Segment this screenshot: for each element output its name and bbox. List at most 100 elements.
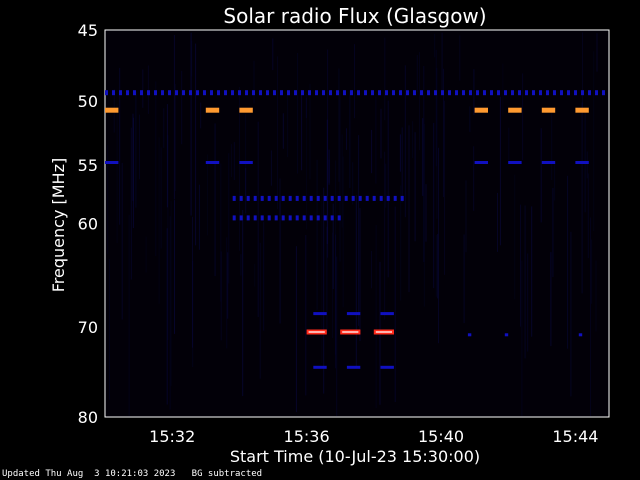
band-dash	[490, 90, 493, 96]
noise-streak	[596, 33, 598, 72]
band-dash	[280, 90, 283, 96]
band-dash	[399, 90, 402, 96]
band-dash	[210, 90, 213, 96]
band-dash	[567, 90, 570, 96]
band-dash	[260, 215, 264, 221]
noise-streak	[375, 224, 377, 409]
band-dash	[330, 215, 334, 221]
noise-streak	[270, 150, 272, 186]
band-segment	[313, 312, 327, 316]
noise-streak	[132, 113, 134, 201]
noise-streak	[346, 128, 347, 150]
band-segment	[205, 161, 220, 164]
noise-streak	[253, 60, 255, 104]
band-dash	[274, 215, 278, 221]
bg-subtracted-note: BG subtracted	[191, 469, 263, 479]
noise-streak	[581, 102, 583, 294]
noise-streak	[570, 231, 572, 397]
band-dash	[322, 90, 325, 96]
band-dash	[476, 90, 479, 96]
noise-streak	[590, 217, 591, 416]
noise-streak	[328, 149, 330, 185]
band-segment	[508, 107, 522, 113]
noise-streak	[341, 134, 343, 228]
band-dash	[351, 195, 355, 201]
band-dash	[316, 195, 320, 201]
noise-streak	[355, 195, 357, 368]
band-dash	[294, 90, 297, 96]
background-noise	[107, 32, 598, 416]
noise-streak	[342, 156, 344, 308]
band-segment	[105, 161, 119, 164]
noise-streak	[463, 234, 465, 324]
noise-streak	[435, 234, 437, 297]
noise-streak	[191, 40, 193, 77]
noise-streak	[414, 132, 416, 242]
band-dash	[400, 195, 404, 201]
band-dash	[302, 195, 306, 201]
noise-streak	[527, 253, 529, 352]
band-dash	[175, 90, 178, 96]
noise-streak	[190, 32, 192, 216]
band-dash	[253, 215, 257, 221]
band-dash	[413, 90, 416, 96]
band-dash	[295, 215, 299, 221]
band-dash	[232, 215, 236, 221]
noise-streak	[443, 68, 444, 198]
band-dash	[287, 90, 290, 96]
noise-streak	[595, 260, 597, 332]
noise-streak	[435, 49, 437, 167]
band-segment	[541, 107, 556, 113]
band-dash	[337, 215, 341, 221]
band-dash	[358, 195, 362, 201]
band-dash	[511, 90, 514, 96]
noise-streak	[520, 204, 521, 327]
noise-streak	[263, 221, 265, 331]
noise-streak	[540, 128, 542, 223]
noise-streak	[499, 96, 501, 246]
noise-streak	[554, 164, 556, 201]
band-dash	[133, 90, 136, 96]
band-dash	[316, 215, 320, 221]
noise-streak	[327, 49, 329, 258]
noise-streak	[226, 237, 228, 349]
band-dash	[245, 90, 248, 96]
x-axis-label: Start Time (10-Jul-23 15:30:00)	[230, 447, 480, 466]
noise-streak	[257, 121, 259, 317]
noise-streak	[135, 91, 137, 208]
noise-streak	[582, 32, 583, 114]
noise-streak	[192, 216, 193, 348]
band-dash	[196, 90, 199, 96]
band-core	[308, 331, 325, 333]
band-segment	[205, 107, 220, 113]
band-dash	[281, 195, 285, 201]
noise-streak	[508, 127, 510, 165]
noise-streak	[198, 184, 200, 250]
y-tick-label: 80	[78, 408, 98, 427]
noise-streak	[163, 108, 165, 148]
noise-streak	[514, 174, 516, 300]
band-dash	[365, 195, 369, 201]
noise-streak	[375, 96, 377, 184]
noise-streak	[591, 239, 593, 304]
band-segment	[575, 161, 589, 164]
noise-streak	[130, 127, 132, 280]
band-dash	[602, 90, 605, 96]
band-segment	[313, 365, 327, 369]
noise-streak	[394, 206, 396, 402]
noise-streak	[502, 63, 504, 116]
noise-streak	[170, 201, 172, 386]
band-dash	[330, 195, 334, 201]
noise-streak	[309, 83, 311, 180]
band-dash	[434, 90, 437, 96]
noise-streak	[433, 122, 435, 289]
band-dash	[420, 90, 423, 96]
noise-streak	[158, 137, 160, 304]
noise-streak	[306, 94, 307, 230]
y-tick-label: 45	[78, 21, 98, 40]
band-segment	[504, 333, 509, 337]
band-dash	[329, 90, 332, 96]
band-dash	[595, 90, 598, 96]
band-segment	[380, 312, 394, 316]
